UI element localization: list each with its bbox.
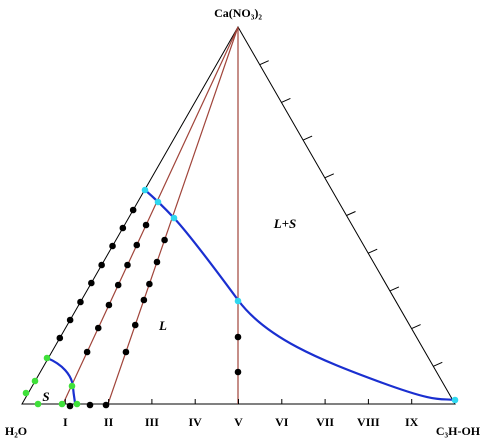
points bbox=[22, 186, 459, 410]
axis-label: IX bbox=[405, 415, 419, 429]
tick bbox=[433, 361, 443, 367]
point bbox=[451, 396, 459, 404]
point bbox=[83, 348, 91, 356]
apex-label: H₂O bbox=[5, 424, 27, 438]
point bbox=[22, 389, 30, 397]
tick bbox=[367, 248, 378, 254]
axis-label: V bbox=[234, 415, 243, 429]
axis-label: IV bbox=[189, 415, 203, 429]
point bbox=[43, 354, 51, 362]
point bbox=[170, 214, 178, 222]
point bbox=[124, 261, 131, 269]
solubility-curve bbox=[46, 356, 77, 405]
point bbox=[98, 261, 105, 269]
tick bbox=[259, 60, 269, 66]
point bbox=[109, 242, 116, 250]
point bbox=[161, 236, 168, 244]
point bbox=[34, 400, 42, 408]
point bbox=[102, 401, 110, 409]
region-label: L bbox=[158, 318, 167, 333]
point bbox=[66, 316, 74, 324]
apex-label: C₃H-OH bbox=[436, 424, 481, 438]
point bbox=[146, 280, 153, 288]
point bbox=[129, 206, 137, 214]
tick bbox=[281, 97, 291, 103]
tick bbox=[411, 324, 421, 330]
point bbox=[142, 221, 150, 229]
apex-label: Ca(NO₃)₂ bbox=[214, 6, 262, 20]
region-label: L+S bbox=[273, 216, 297, 231]
tick bbox=[324, 173, 335, 179]
point bbox=[58, 400, 66, 408]
point bbox=[73, 400, 81, 408]
axis-label: VIII bbox=[357, 415, 380, 429]
point bbox=[122, 348, 130, 356]
point bbox=[234, 333, 242, 341]
point bbox=[77, 298, 84, 306]
point bbox=[140, 296, 148, 304]
tick bbox=[389, 286, 400, 292]
point bbox=[141, 186, 149, 194]
axis-label: VI bbox=[275, 415, 289, 429]
ticks bbox=[64, 60, 443, 404]
point bbox=[88, 279, 95, 287]
point bbox=[114, 281, 122, 289]
tick bbox=[302, 135, 313, 141]
solubility-curve bbox=[144, 189, 456, 402]
axis-label: II bbox=[104, 415, 114, 429]
point bbox=[234, 368, 242, 376]
point bbox=[105, 301, 113, 309]
point bbox=[56, 334, 64, 342]
axis-label: VII bbox=[316, 415, 334, 429]
point bbox=[154, 198, 162, 206]
axis-label: I bbox=[63, 415, 68, 429]
point bbox=[66, 402, 74, 410]
point bbox=[131, 321, 139, 329]
region-label: S bbox=[42, 389, 49, 404]
point bbox=[86, 401, 94, 409]
point bbox=[119, 224, 127, 232]
section-line bbox=[62, 26, 239, 405]
point bbox=[133, 241, 141, 249]
point bbox=[234, 297, 242, 305]
point bbox=[31, 377, 39, 385]
tick bbox=[346, 211, 356, 216]
point bbox=[153, 258, 161, 266]
point bbox=[94, 324, 102, 332]
point bbox=[68, 382, 76, 390]
axis-label: III bbox=[145, 415, 159, 429]
